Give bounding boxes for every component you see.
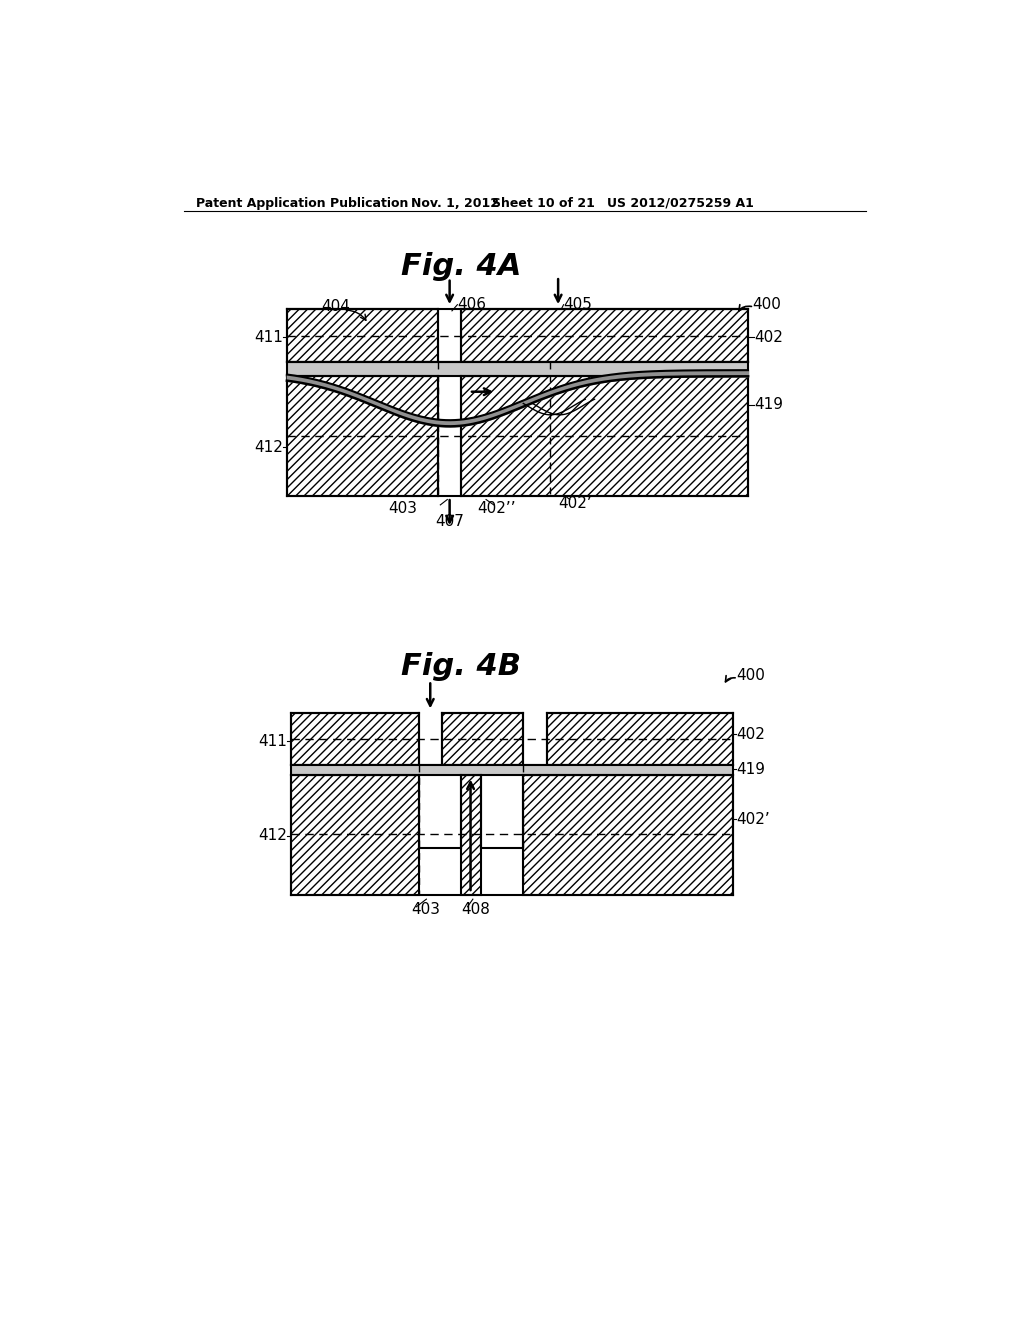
Bar bbox=[291, 713, 419, 766]
Text: Nov. 1, 2012: Nov. 1, 2012 bbox=[411, 197, 499, 210]
Bar bbox=[291, 775, 419, 895]
Bar bbox=[442, 713, 523, 766]
Text: 400: 400 bbox=[736, 668, 765, 684]
Text: 402’: 402’ bbox=[558, 496, 592, 511]
Text: 405: 405 bbox=[563, 297, 593, 313]
Bar bbox=[287, 376, 438, 496]
Bar bbox=[523, 775, 732, 895]
Text: 402’: 402’ bbox=[736, 812, 770, 826]
Text: 406: 406 bbox=[458, 297, 486, 313]
Bar bbox=[461, 376, 748, 496]
Bar bbox=[461, 309, 748, 363]
Text: 402: 402 bbox=[736, 727, 765, 742]
Text: 419: 419 bbox=[736, 762, 765, 776]
Text: 402’’: 402’’ bbox=[477, 502, 515, 516]
Text: Sheet 10 of 21: Sheet 10 of 21 bbox=[493, 197, 595, 210]
Bar bbox=[287, 363, 748, 376]
Bar bbox=[291, 766, 732, 775]
Text: 402: 402 bbox=[755, 330, 783, 345]
Text: 419: 419 bbox=[755, 397, 783, 412]
Bar bbox=[461, 775, 480, 895]
Text: 407: 407 bbox=[435, 515, 464, 529]
Text: Fig. 4A: Fig. 4A bbox=[401, 252, 521, 281]
Text: 412: 412 bbox=[258, 829, 287, 843]
Text: 408: 408 bbox=[461, 902, 490, 916]
Text: 411: 411 bbox=[254, 330, 283, 345]
Text: 412: 412 bbox=[254, 440, 283, 454]
Bar bbox=[287, 309, 438, 363]
Text: US 2012/0275259 A1: US 2012/0275259 A1 bbox=[607, 197, 754, 210]
Text: 411: 411 bbox=[258, 734, 287, 748]
Text: 404: 404 bbox=[322, 298, 350, 314]
Bar bbox=[547, 713, 732, 766]
Text: Patent Application Publication: Patent Application Publication bbox=[197, 197, 409, 210]
Text: 400: 400 bbox=[752, 297, 780, 313]
Text: 403: 403 bbox=[411, 902, 440, 916]
Text: Fig. 4B: Fig. 4B bbox=[401, 652, 521, 681]
Text: 403: 403 bbox=[389, 502, 418, 516]
